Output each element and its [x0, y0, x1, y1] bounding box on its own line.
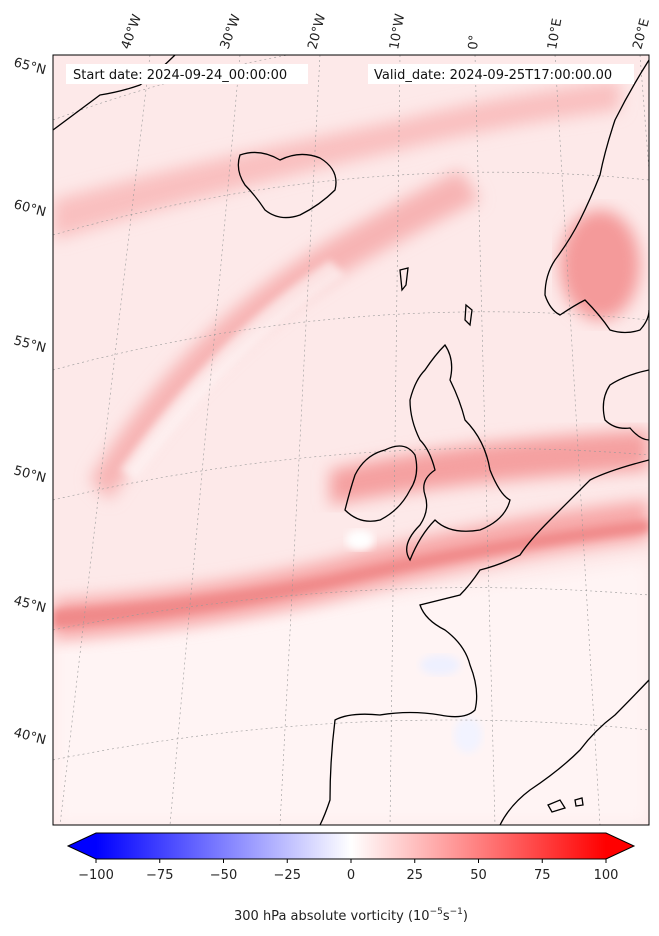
colorbar-ticks: [95, 859, 607, 863]
colorbar-tick-label: 100: [594, 868, 619, 883]
lon-label: 30°W: [218, 12, 244, 51]
colorbar-bar: [96, 833, 606, 859]
lon-label: 0°: [466, 34, 482, 50]
lat-label: 60°N: [12, 197, 48, 220]
colorbar-tick-labels: −100 −75 −50 −25 0 25 50 75 100: [78, 868, 618, 883]
lat-label: 50°N: [12, 463, 48, 486]
lat-label: 40°N: [12, 725, 48, 748]
lon-label: 40°W: [119, 12, 145, 51]
map-frame: [52, 54, 650, 826]
latitude-labels: 65°N 60°N 55°N 50°N 45°N 40°N: [12, 55, 48, 748]
coastlines: [53, 55, 649, 825]
colorbar-tick-label: 0: [347, 868, 355, 883]
lat-label: 45°N: [12, 593, 48, 616]
lon-label: 10°E: [545, 17, 565, 50]
lon-label: 10°W: [387, 13, 408, 51]
colorbar-tick-label: −25: [274, 868, 301, 883]
colorbar-title: 300 hPa absolute vorticity (10−5s−1): [234, 907, 468, 924]
colorbar-tick-label: −50: [210, 868, 237, 883]
colorbar-tick-label: 25: [406, 868, 423, 883]
colorbar-tick-label: −100: [78, 868, 114, 883]
colorbar-tick-label: 75: [534, 868, 551, 883]
vorticity-field: [53, 55, 649, 825]
lon-label: 20°E: [630, 17, 653, 51]
longitude-labels: 40°W 30°W 20°W 10°W 0° 10°E 20°E: [119, 12, 653, 51]
lon-label: 20°W: [305, 12, 329, 51]
start-date-label: Start date: 2024-09-24_00:00:00: [73, 68, 287, 83]
valid-date-label: Valid_date: 2024-09-25T17:00:00.00: [374, 68, 612, 83]
colorbar-tick-label: 50: [470, 868, 487, 883]
lat-label: 55°N: [12, 333, 48, 356]
graticule: [53, 55, 649, 825]
colorbar-low-extend: [68, 833, 96, 859]
colorbar-high-extend: [606, 833, 634, 859]
colorbar-tick-label: −75: [146, 868, 173, 883]
lat-label: 65°N: [12, 55, 48, 78]
colorbar: −100 −75 −50 −25 0 25 50 75 100 300 hPa absolute…: [66, 832, 636, 924]
